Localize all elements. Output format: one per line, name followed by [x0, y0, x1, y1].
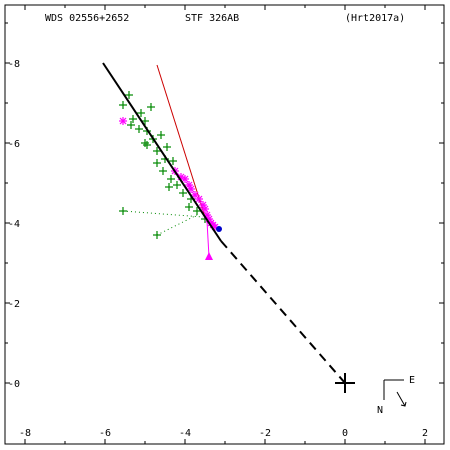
micrometer-point — [173, 181, 181, 189]
compass-motion-arrowhead — [400, 401, 407, 407]
micrometer-point — [135, 125, 143, 133]
axis-tick-labels: -8 -6 -4 -2 0 2 -0 -2 -4 -6 -8 — [8, 59, 428, 439]
micrometer-residual-line — [122, 210, 204, 218]
interferometry-point-d2 — [201, 205, 209, 213]
plot-frame — [4, 4, 445, 445]
micrometer-residual-line — [156, 214, 198, 236]
x-tick-label: 0 — [342, 428, 348, 439]
compass: E N — [377, 375, 415, 416]
interferometry-point-d2 — [199, 201, 207, 209]
micrometer-point — [141, 139, 149, 147]
micrometer-point — [119, 101, 127, 109]
y-tick-label: -6 — [8, 139, 20, 150]
east-label: E — [409, 375, 415, 386]
micrometer-point — [169, 157, 177, 165]
micrometer-point — [193, 207, 201, 215]
x-tick-label: -8 — [19, 428, 31, 439]
micrometer-point — [127, 121, 135, 129]
interferometry-point-d2 — [181, 175, 189, 183]
compass-motion-arrow — [396, 391, 406, 407]
micrometer-point — [153, 159, 161, 167]
micrometer-point — [147, 103, 155, 111]
orbit-dashed-segment — [220, 240, 346, 384]
micrometer-point — [163, 143, 171, 151]
axis-ticks — [5, 5, 444, 444]
interferometry-point — [195, 195, 203, 203]
micrometer-point — [137, 109, 145, 117]
micrometer-point — [119, 207, 127, 215]
micrometer-point — [153, 147, 161, 155]
primary-star-marker — [335, 373, 355, 393]
orbit-reference: (Hrt2017a) — [345, 13, 405, 24]
x-tick-label: -6 — [99, 428, 111, 439]
x-tick-label: -2 — [259, 428, 271, 439]
interferometry-point — [201, 205, 209, 213]
micrometer-point — [153, 231, 161, 239]
orbit-solid-arc — [102, 62, 222, 242]
y-tick-label: -4 — [8, 219, 20, 230]
x-tick-label: -4 — [179, 428, 191, 439]
north-label: N — [377, 405, 383, 416]
y-tick-label: -2 — [8, 299, 20, 310]
header: WDS 02556+2652 STF 326AB (Hrt2017a) — [45, 13, 405, 24]
micrometer-point — [143, 141, 151, 149]
micrometer-point — [165, 183, 173, 191]
predicted-position-dot — [216, 226, 222, 232]
micrometer-point — [129, 115, 137, 123]
discoverer-designation: STF 326AB — [185, 13, 239, 24]
interferometry-point-d2 — [119, 117, 127, 125]
data-marks — [102, 62, 355, 393]
position-angle-line — [156, 64, 206, 218]
interferometry-point — [119, 117, 127, 125]
interferometry-residual-line — [206, 220, 210, 258]
y-tick-label: -0 — [8, 379, 20, 390]
micrometer-point — [185, 203, 193, 211]
micrometer-point — [159, 167, 167, 175]
x-tick-label: 2 — [422, 428, 428, 439]
plot-border — [4, 4, 445, 445]
interferometry-point-d2 — [185, 181, 193, 189]
micrometer-point — [157, 131, 165, 139]
interferometry-point — [181, 175, 189, 183]
interferometry-point-d2 — [195, 195, 203, 203]
micrometer-point — [125, 91, 133, 99]
triangle-marker — [205, 252, 213, 260]
micrometer-point — [179, 189, 187, 197]
micrometer-point — [167, 175, 175, 183]
wds-designation: WDS 02556+2652 — [45, 13, 129, 24]
y-tick-label: -8 — [8, 59, 20, 70]
